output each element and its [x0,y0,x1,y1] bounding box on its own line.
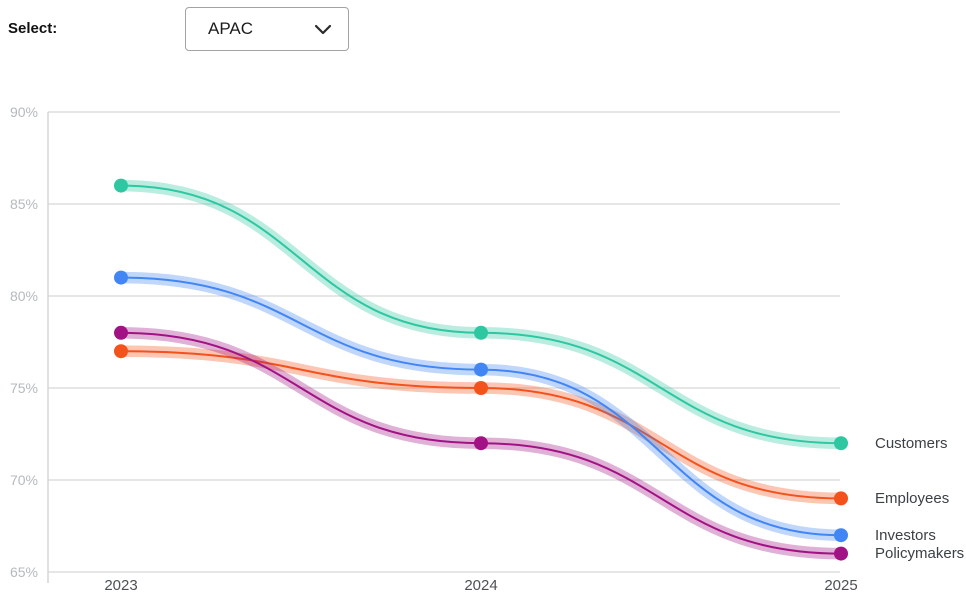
select-label: Select: [8,20,58,37]
series-halo-investors [115,271,847,541]
data-point-customers-2023[interactable] [114,178,128,193]
data-point-investors-2024[interactable] [474,362,488,377]
data-point-employees-2024[interactable] [474,381,488,395]
data-point-employees-2023[interactable] [114,344,128,359]
x-tick-label-2025: 2025 [824,577,857,594]
region-dropdown-value: APAC [208,19,254,38]
series-policymakers [114,325,848,561]
data-point-customers-2024[interactable] [474,325,488,340]
y-tick-label-65: 65% [10,564,38,580]
y-tick-label-75: 75% [10,380,38,396]
y-tick-label-85: 85% [10,196,38,212]
data-point-policymakers-2023[interactable] [114,325,128,340]
legend-label-customers: Customers [875,435,948,452]
data-point-investors-2023[interactable] [114,270,128,285]
data-point-policymakers-2024[interactable] [474,436,488,451]
y-tick-label-80: 80% [10,288,38,304]
data-point-employees-2025[interactable] [834,491,848,506]
data-point-customers-2025[interactable] [834,436,848,451]
series-halo-customers [115,179,847,449]
series-line-customers [120,184,842,445]
data-point-investors-2025[interactable] [834,528,848,543]
y-tick-label-90: 90% [10,104,38,120]
legend-label-employees: Employees [875,490,950,507]
legend-label-investors: Investors [875,527,936,544]
series-investors [114,270,848,543]
x-tick-label-2023: 2023 [104,577,137,594]
chevron-down-icon [314,24,332,34]
y-tick-label-70: 70% [10,472,38,488]
region-dropdown[interactable]: APAC [185,7,349,51]
legend-label-policymakers: Policymakers [875,545,965,562]
series-customers [114,178,848,451]
x-tick-label-2024: 2024 [464,577,497,594]
series-line-investors [120,276,842,537]
data-point-policymakers-2025[interactable] [834,546,848,561]
